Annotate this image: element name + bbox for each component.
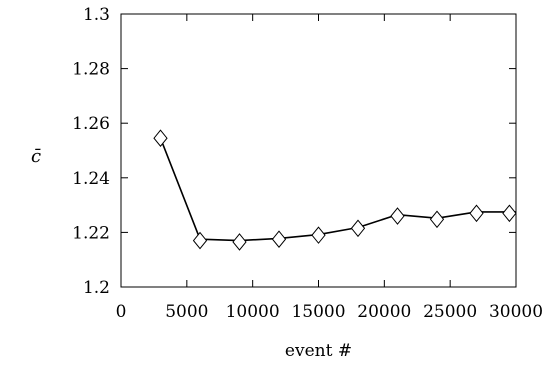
plot-frame: [120, 13, 517, 288]
y-tick-label: 1.2: [83, 278, 110, 298]
x-tick-label: 30000: [489, 302, 543, 322]
y-tick-label: 1.28: [72, 60, 110, 80]
x-tick-label: 0: [116, 302, 127, 322]
y-axis-label: c̄: [31, 146, 41, 167]
series-line: [159, 137, 516, 242]
y-tick-label: 1.24: [72, 169, 110, 189]
x-tick-label: 20000: [357, 302, 411, 322]
series-layer: [153, 129, 517, 251]
data-point-marker: [192, 231, 208, 250]
data-point-marker: [390, 207, 405, 225]
data-point-marker: [429, 210, 445, 229]
x-tick-label: 10000: [226, 302, 280, 322]
x-tick-label: 15000: [291, 302, 345, 322]
x-tick-label: 5000: [165, 302, 208, 322]
data-point-marker: [502, 204, 517, 223]
x-axis-label: event #: [285, 341, 352, 361]
data-point-marker: [271, 230, 287, 249]
ticks: [120, 13, 517, 288]
tick-labels: 0 5000 10000 15000 20000 25000 30000 1.2 1.22 1.2…: [72, 5, 543, 322]
y-tick-label: 1.22: [72, 223, 110, 243]
y-tick-label: 1.3: [83, 5, 110, 25]
data-point-marker: [153, 129, 168, 148]
data-point-marker: [311, 226, 326, 244]
y-tick-label: 1.26: [72, 114, 110, 134]
x-tick-label: 25000: [423, 302, 477, 322]
data-point-marker: [232, 233, 247, 251]
data-point-marker: [350, 219, 366, 238]
data-point-marker: [469, 204, 484, 223]
